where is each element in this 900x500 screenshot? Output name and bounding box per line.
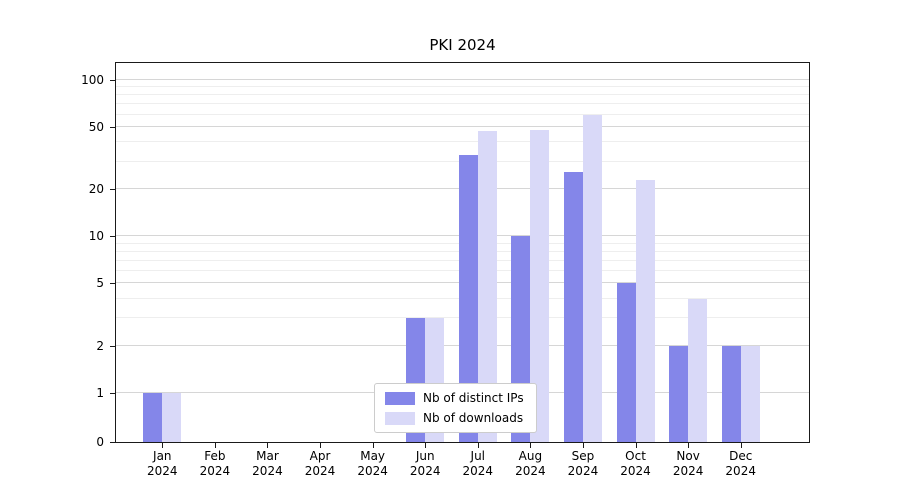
y-tick-mark [110,189,115,191]
legend-label-downloads: Nb of downloads [423,411,524,425]
bar-distinct-ips [721,345,741,442]
x-tick-label: Jun 2024 [409,449,441,478]
x-tick-label: Jul 2024 [462,449,494,478]
y-tick-label: 0 [96,435,104,449]
x-tick-mark [320,443,322,448]
y-tick-label: 5 [96,276,104,291]
chart-title: PKI 2024 [429,36,496,54]
legend: Nb of distinct IPs Nb of downloads [374,383,537,433]
x-tick-label: May 2024 [357,449,388,478]
y-tick-label: 10 [88,229,104,244]
bar-downloads [530,129,550,442]
x-tick-mark [425,443,427,448]
y-tick-label: 50 [88,120,104,135]
bar-distinct-ips [616,283,636,442]
x-tick-mark [162,443,164,448]
y-tick-mark [110,236,115,238]
x-tick-label: Dec 2024 [725,449,756,478]
y-tick-label: 2 [96,338,104,353]
x-tick-mark [635,443,637,448]
bar-downloads [582,114,602,442]
y-tick-mark [110,283,115,285]
x-tick-label: Mar 2024 [252,449,283,478]
gridline-minor [116,94,809,96]
legend-label-distinct-ips: Nb of distinct IPs [423,391,524,405]
legend-swatch-downloads [385,411,415,425]
bar-downloads [688,298,708,442]
legend-swatch-distinct-ips [385,391,415,405]
bar-downloads [635,179,655,442]
x-tick-label: Feb 2024 [199,449,231,478]
gridline-minor [116,86,809,88]
x-tick-mark [582,443,584,448]
gridline-major [116,126,809,128]
x-tick-label: Sep 2024 [567,449,599,478]
x-tick-mark [267,443,269,448]
legend-item-downloads: Nb of downloads [385,411,524,425]
x-tick-label: Aug 2024 [515,449,546,478]
y-tick-mark [110,392,115,394]
x-tick-mark [530,443,532,448]
y-tick-mark [110,80,115,82]
x-tick-label: Nov 2024 [672,449,704,478]
x-tick-label: Oct 2024 [620,449,651,478]
y-tick-label: 100 [81,73,104,88]
y-tick-mark [110,442,115,443]
bar-distinct-ips [143,392,163,442]
x-tick-mark [214,443,216,448]
x-tick-mark [372,443,374,448]
legend-item-distinct-ips: Nb of distinct IPs [385,391,524,405]
x-tick-label: Apr 2024 [304,449,336,478]
gridline-minor [116,103,809,105]
bar-distinct-ips [458,155,478,442]
x-tick-label: Jan 2024 [147,449,178,478]
bar-downloads [740,345,760,442]
bar-downloads [162,392,182,442]
y-tick-mark [110,345,115,347]
x-tick-mark [740,443,742,448]
bar-downloads [477,131,497,442]
y-tick-mark [110,127,115,129]
plot-area: Nb of distinct IPs Nb of downloads [115,62,810,443]
gridline-minor [116,113,809,115]
gridline-minor [116,141,809,143]
bar-distinct-ips [669,345,689,442]
y-tick-label: 20 [88,182,104,197]
gridline-major [116,79,809,81]
x-tick-mark [477,443,479,448]
bar-distinct-ips [563,171,583,442]
y-tick-label: 1 [96,385,104,400]
x-tick-mark [688,443,690,448]
